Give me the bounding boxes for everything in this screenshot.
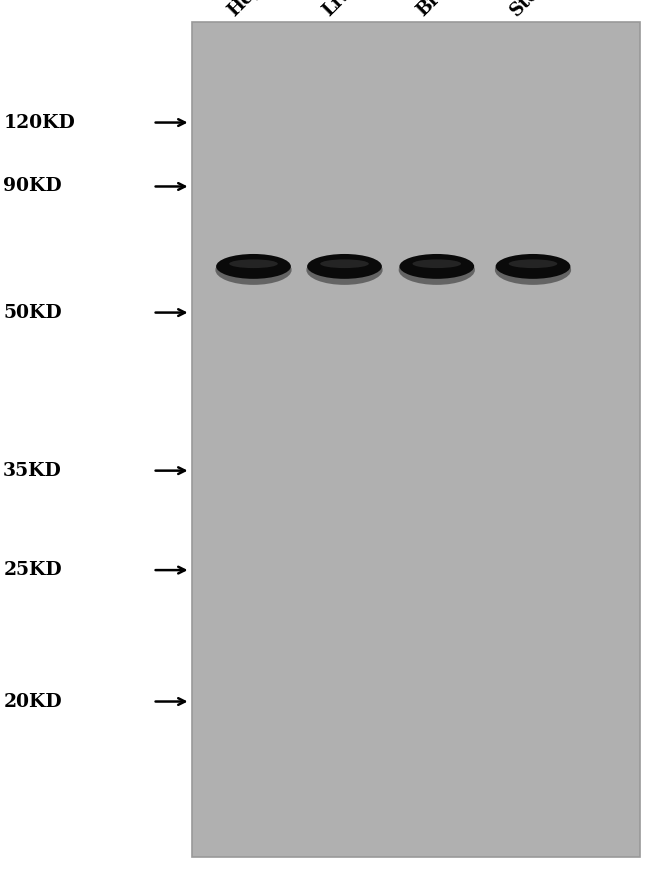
Ellipse shape bbox=[495, 255, 571, 285]
Text: Stomach: Stomach bbox=[507, 0, 582, 20]
Ellipse shape bbox=[306, 255, 383, 285]
Ellipse shape bbox=[320, 259, 369, 268]
Text: HepG2: HepG2 bbox=[224, 0, 286, 20]
Ellipse shape bbox=[215, 255, 292, 285]
Ellipse shape bbox=[413, 259, 461, 268]
Ellipse shape bbox=[398, 255, 475, 285]
Text: Brain: Brain bbox=[413, 0, 465, 20]
Ellipse shape bbox=[509, 259, 557, 268]
Text: 50KD: 50KD bbox=[3, 304, 62, 321]
Text: 20KD: 20KD bbox=[3, 693, 62, 710]
Text: 35KD: 35KD bbox=[3, 462, 62, 480]
Text: 120KD: 120KD bbox=[3, 114, 75, 131]
Ellipse shape bbox=[399, 254, 474, 279]
Ellipse shape bbox=[307, 254, 382, 279]
Ellipse shape bbox=[495, 254, 571, 279]
Ellipse shape bbox=[216, 254, 291, 279]
Text: Liver: Liver bbox=[318, 0, 368, 20]
Text: 90KD: 90KD bbox=[3, 178, 62, 195]
Bar bbox=[192, 22, 640, 857]
Ellipse shape bbox=[229, 259, 278, 268]
Text: 25KD: 25KD bbox=[3, 561, 62, 579]
